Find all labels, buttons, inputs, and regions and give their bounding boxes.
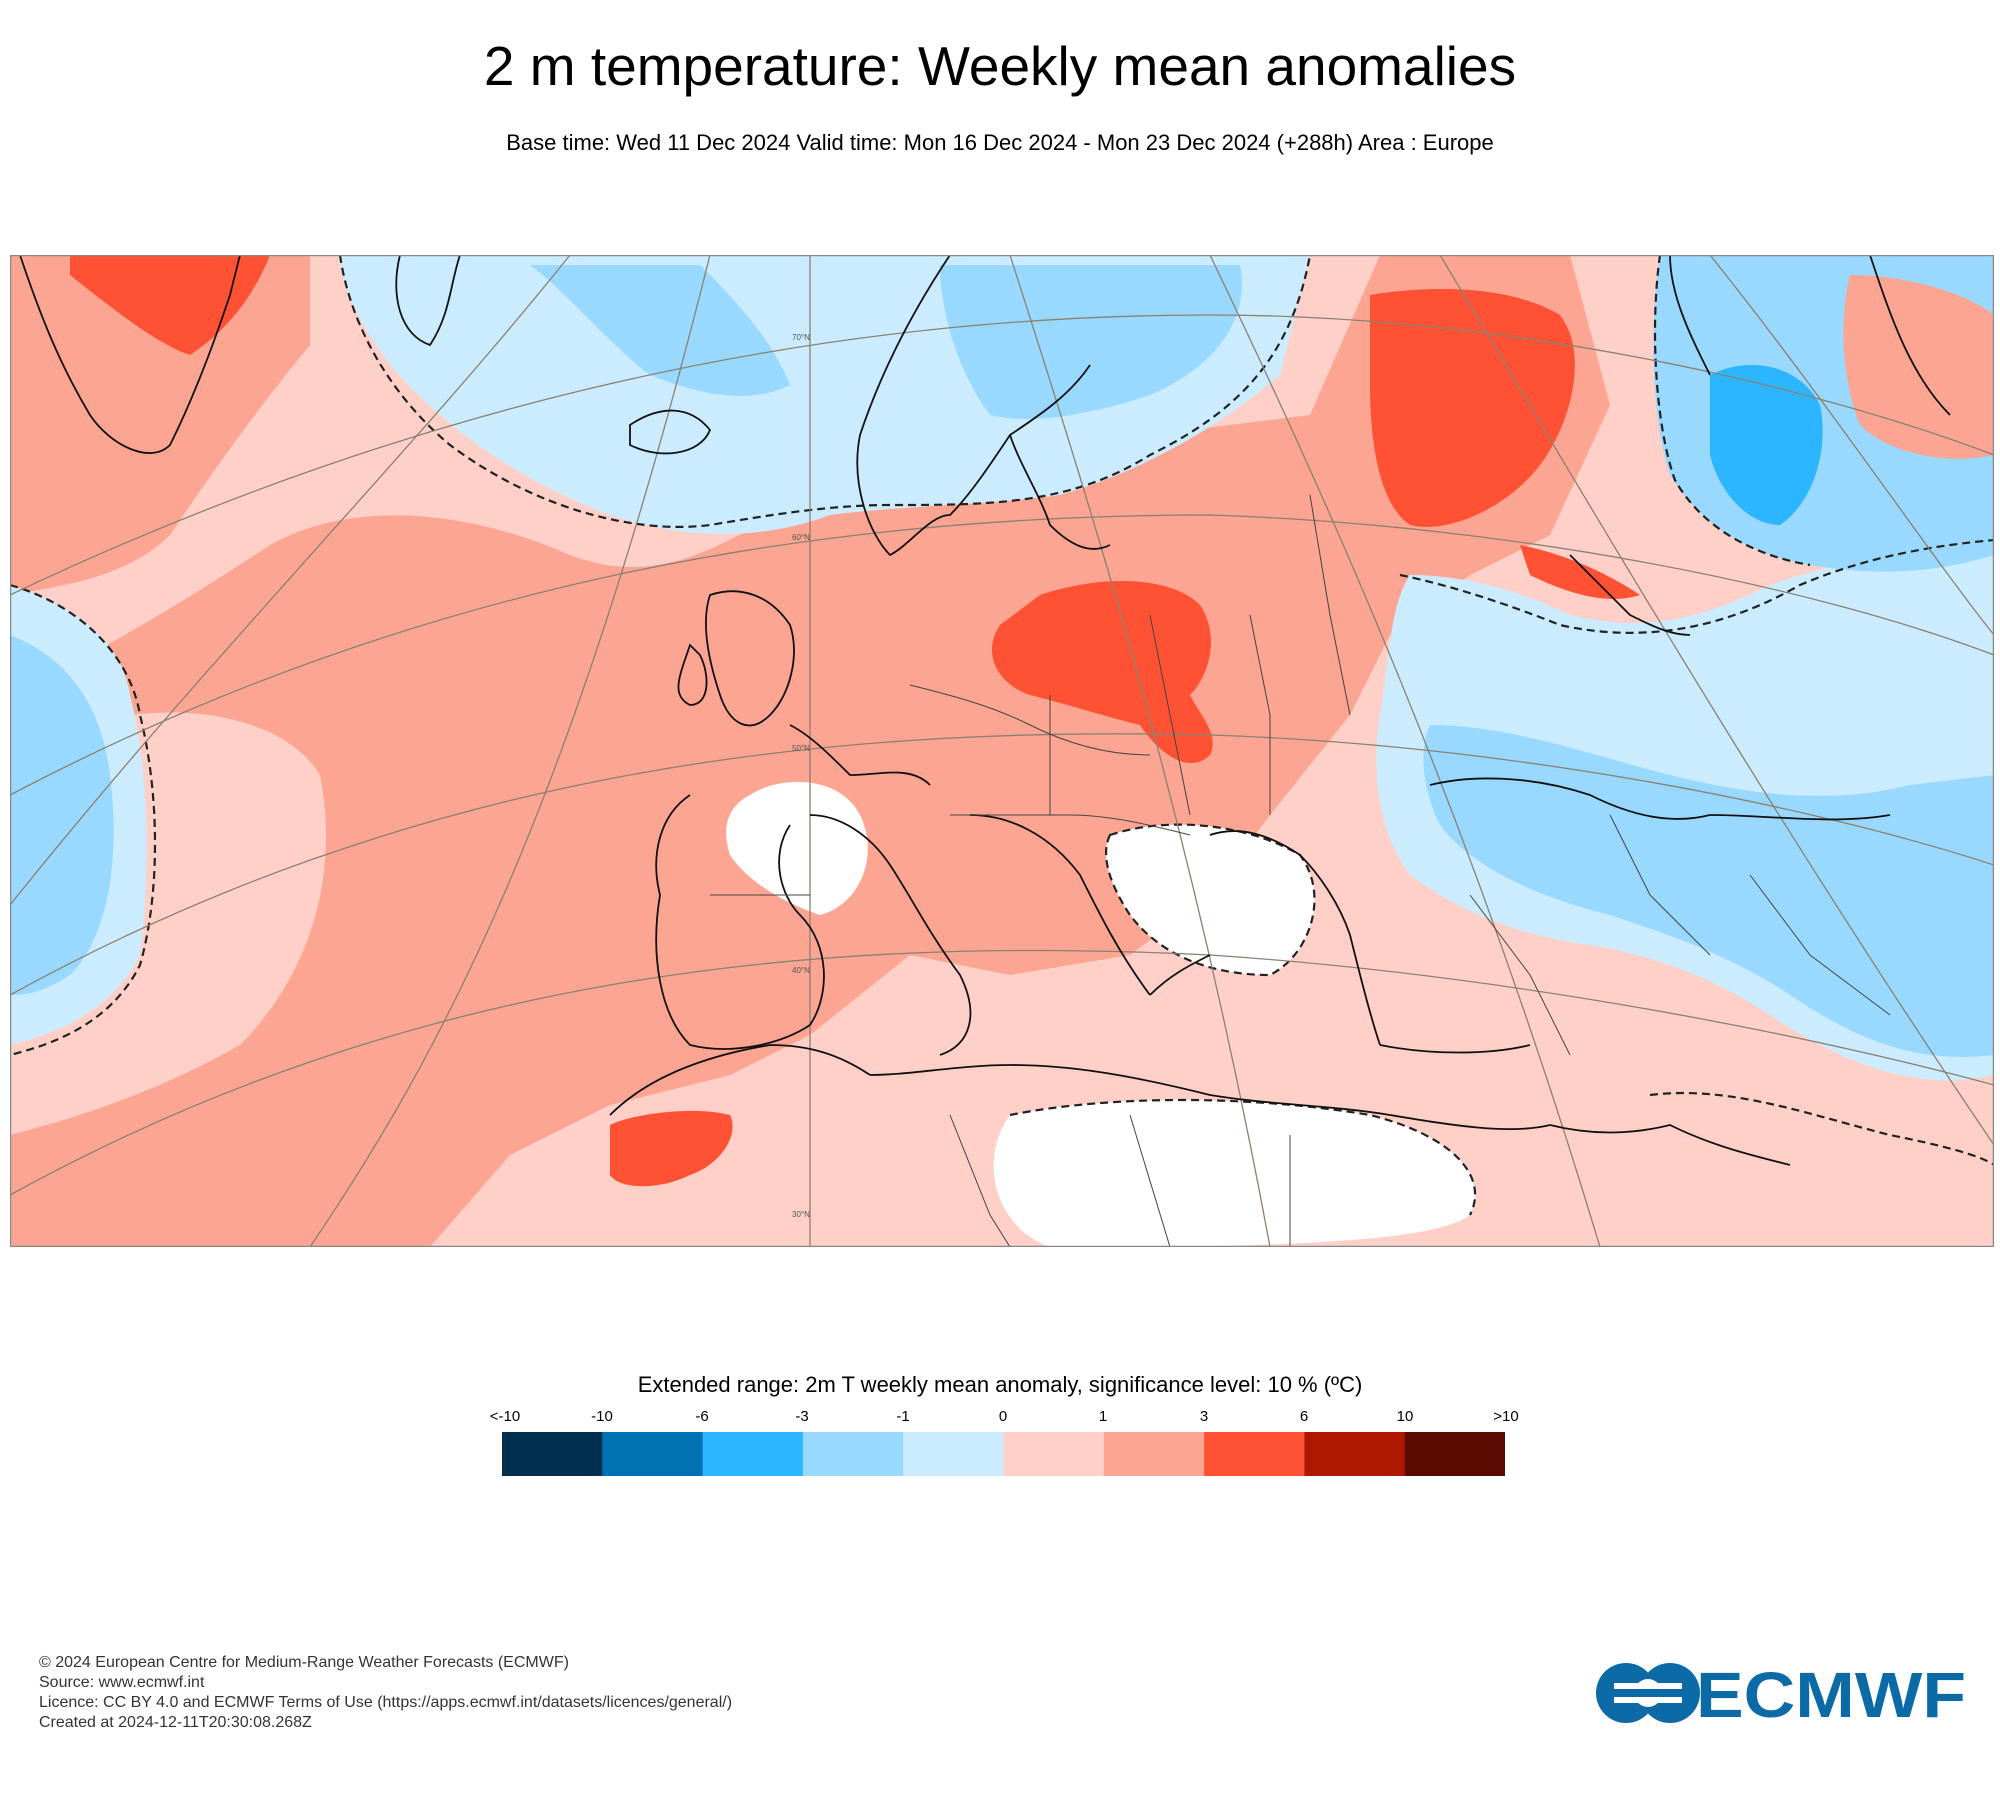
legend-swatch — [1003, 1432, 1105, 1476]
legend-swatch — [903, 1432, 1004, 1476]
legend-swatch — [702, 1432, 804, 1476]
anomaly-field-se-warm — [1630, 1093, 1994, 1247]
legend-colorbar — [502, 1432, 1505, 1476]
legend-label: 3 — [1199, 1408, 1209, 1425]
legend-label: 1 — [1098, 1408, 1108, 1425]
legend-title: Extended range: 2m T weekly mean anomaly… — [637, 1372, 1363, 1397]
chart-title: 2 m temperature: Weekly mean anomalies — [483, 35, 1517, 97]
legend-label: -10 — [591, 1408, 613, 1425]
anomaly-field-russia-hot — [1370, 289, 1575, 527]
legend-swatch — [1204, 1432, 1305, 1476]
legend-label: -1 — [896, 1408, 910, 1425]
anomaly-field-caspian-hot — [1520, 545, 1640, 599]
legend-swatch — [1404, 1432, 1505, 1476]
anomaly-field-iberia-neutral — [726, 781, 868, 915]
anomaly-field-central-europe-hot — [991, 581, 1213, 764]
anomaly-field-scandinavia-cool — [530, 265, 790, 396]
legend-label: >10 — [1493, 1408, 1519, 1425]
legend-label: -3 — [795, 1408, 809, 1425]
anomaly-field-finland-cool — [940, 265, 1242, 419]
ecmwf-logo-mark — [1596, 1663, 1700, 1723]
anomaly-field-ne-warm — [1843, 275, 1994, 459]
legend-label: <-10 — [489, 1408, 521, 1425]
ecmwf-logo: ECMWF — [1596, 1659, 1966, 1727]
legend-label: 0 — [998, 1408, 1008, 1425]
legend-swatch — [602, 1432, 704, 1476]
graticule — [10, 255, 1994, 1247]
anomaly-field-west-cool-strong — [10, 635, 114, 995]
legend-swatch — [502, 1432, 603, 1476]
legend-labels: <-10 -10 -6 -3 -1 0 1 3 6 10 >10 — [0, 1408, 2000, 1428]
lat-label-60: 60°N — [792, 533, 810, 542]
footer: © 2024 European Centre for Medium-Range … — [39, 1653, 732, 1733]
lat-label-40: 40°N — [792, 966, 810, 975]
footer-source: Source: www.ecmwf.int — [39, 1674, 205, 1691]
legend-swatch — [1103, 1432, 1205, 1476]
graticule-labels: 70°N 60°N 50°N 40°N 30°N — [792, 333, 810, 1219]
anomaly-field-greenland — [10, 255, 310, 595]
anomaly-map: 70°N 60°N 50°N 40°N 30°N — [10, 255, 1994, 1247]
coastlines — [19, 255, 1951, 1166]
legend-swatch — [1304, 1432, 1406, 1476]
lat-label-30: 30°N — [792, 1210, 810, 1219]
country-borders — [710, 494, 1891, 1247]
anomaly-field-greenland-strong — [70, 255, 270, 355]
anomaly-field-sahara-neutral — [993, 1100, 1476, 1247]
chart-subtitle: Base time: Wed 11 Dec 2024 Valid time: M… — [506, 130, 1494, 155]
anomaly-field-balkans-neutral — [1106, 824, 1315, 975]
anomaly-field-morocco-hot — [610, 1110, 733, 1187]
legend-label: -6 — [695, 1408, 709, 1425]
anomaly-field-urals-cool-strong — [1710, 365, 1823, 525]
footer-licence: Licence: CC BY 4.0 and ECMWF Terms of Us… — [39, 1694, 733, 1711]
significance-contours — [10, 255, 1994, 1216]
anomaly-field-east-cool-strong — [1423, 725, 1994, 1057]
lat-label-50: 50°N — [792, 744, 810, 753]
legend-swatch — [802, 1432, 904, 1476]
ecmwf-logo-text: ECMWF — [1696, 1659, 1966, 1727]
lat-label-70: 70°N — [792, 333, 810, 342]
legend-label: 10 — [1396, 1408, 1414, 1425]
footer-created: Created at 2024-12-11T20:30:08.268Z — [39, 1714, 312, 1731]
footer-copyright: © 2024 European Centre for Medium-Range … — [39, 1654, 569, 1671]
legend-label: 6 — [1299, 1408, 1309, 1425]
